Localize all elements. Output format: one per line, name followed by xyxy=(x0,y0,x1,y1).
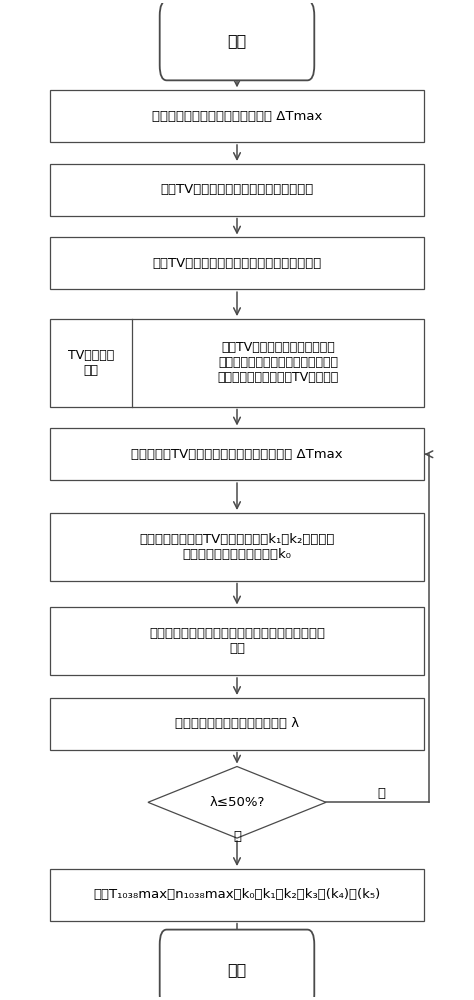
Text: 开始: 开始 xyxy=(228,33,246,48)
Bar xyxy=(50,869,424,921)
Bar xyxy=(50,513,424,581)
Text: 输入TV控制电机最大径向、轴向尺寸设计要求: 输入TV控制电机最大径向、轴向尺寸设计要求 xyxy=(152,257,322,270)
Text: TV控制电机
选取: TV控制电机 选取 xyxy=(68,349,114,377)
Bar xyxy=(50,90,424,142)
Text: 输出T₁₀₃₈max、n₁₀₃₈max、k₀、k₁、k₂、k₃、(k₄)、(k₅): 输出T₁₀₃₈max、n₁₀₃₈max、k₀、k₁、k₂、k₃、(k₄)、(k₅… xyxy=(93,888,381,901)
Bar xyxy=(50,607,424,675)
Text: 根据TV控制电机最大径向、轴向
尺寸设计要求和峰值转矩、转速初选
范围结合部件资源选取TV控制电机: 根据TV控制电机最大径向、轴向 尺寸设计要求和峰值转矩、转速初选 范围结合部件资… xyxy=(218,341,339,384)
Text: 调用转矩定向分配器的行星齿轮减速机构参数设计
流程: 调用转矩定向分配器的行星齿轮减速机构参数设计 流程 xyxy=(149,627,325,655)
Text: 是: 是 xyxy=(233,830,241,843)
Bar xyxy=(50,237,424,289)
Bar xyxy=(50,164,424,216)
Text: 否: 否 xyxy=(377,787,385,800)
Text: 结束: 结束 xyxy=(228,962,246,977)
FancyBboxPatch shape xyxy=(160,930,314,1000)
FancyBboxPatch shape xyxy=(160,1,314,80)
Text: 输入选定的TV控制电机参数和最大差动转矩 ΔTmax: 输入选定的TV控制电机参数和最大差动转矩 ΔTmax xyxy=(131,448,343,461)
Bar xyxy=(50,428,424,480)
Bar xyxy=(50,319,424,407)
Text: 确定TV控制电机峰值转矩、转速初选范围: 确定TV控制电机峰值转矩、转速初选范围 xyxy=(160,183,314,196)
Bar xyxy=(50,698,424,750)
Polygon shape xyxy=(148,767,326,838)
Text: 按公式计算特征参数一致性因子 λ: 按公式计算特征参数一致性因子 λ xyxy=(175,717,299,730)
Text: 计算双排行星齿轮TV机构特征参数k₁、k₂和单排双
行星齿轮耦合机构特征参数k₀: 计算双排行星齿轮TV机构特征参数k₁、k₂和单排双 行星齿轮耦合机构特征参数k₀ xyxy=(139,533,335,561)
Text: 计算转矩定向分配器最大差动转矩 ΔTmax: 计算转矩定向分配器最大差动转矩 ΔTmax xyxy=(152,110,322,123)
Text: λ≤50%?: λ≤50%? xyxy=(210,796,264,809)
